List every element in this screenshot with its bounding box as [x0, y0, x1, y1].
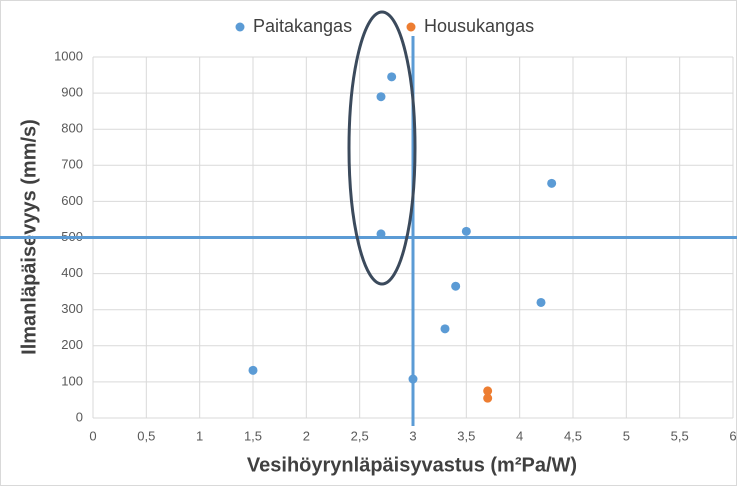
x-axis-title: Vesihöyrynläpäisyvastus (m²Pa/W): [247, 454, 577, 476]
legend-marker: [406, 22, 416, 32]
data-point: [483, 386, 493, 396]
y-tick-label: 200: [61, 337, 83, 352]
data-point: [387, 72, 397, 82]
x-tick-label: 3,5: [457, 428, 475, 443]
y-tick-label: 900: [61, 85, 83, 100]
highlight-ellipse: [347, 10, 417, 286]
y-tick-label: 700: [61, 157, 83, 172]
data-point: [376, 92, 386, 102]
x-tick-label: 1: [196, 428, 203, 443]
data-point: [483, 393, 493, 403]
x-tick-label: 0,5: [137, 428, 155, 443]
x-tick-label: 0: [89, 428, 96, 443]
x-tick-label: 6: [729, 428, 736, 443]
x-tick-label: 4: [516, 428, 523, 443]
data-point: [547, 178, 557, 188]
x-tick-label: 2: [303, 428, 310, 443]
data-point: [536, 297, 546, 307]
y-tick-label: 800: [61, 121, 83, 136]
x-tick-label: 5: [623, 428, 630, 443]
x-tick-label: 2,5: [351, 428, 369, 443]
data-point: [248, 365, 258, 375]
legend-marker: [235, 22, 245, 32]
x-tick-label: 4,5: [564, 428, 582, 443]
data-point: [376, 229, 386, 239]
x-tick-label: 1,5: [244, 428, 262, 443]
y-tick-label: 0: [76, 409, 83, 424]
x-tick-label: 3: [409, 428, 416, 443]
data-point: [440, 324, 450, 334]
legend-label: Housukangas: [424, 16, 534, 36]
y-tick-label: 300: [61, 301, 83, 316]
y-tick-label: 1000: [54, 48, 83, 63]
y-tick-label: 100: [61, 373, 83, 388]
data-point: [461, 226, 471, 236]
data-point: [408, 374, 418, 384]
y-tick-label: 400: [61, 265, 83, 280]
legend-label: Paitakangas: [253, 16, 352, 36]
y-tick-label: 600: [61, 193, 83, 208]
data-point: [451, 281, 461, 291]
x-tick-label: 5,5: [671, 428, 689, 443]
